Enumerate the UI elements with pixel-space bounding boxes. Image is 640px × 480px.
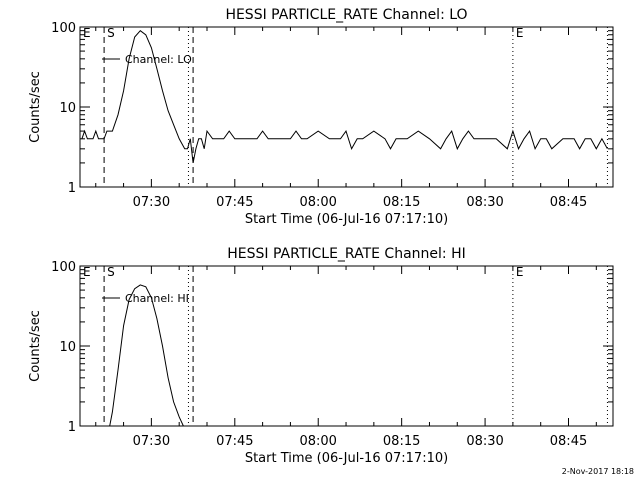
panel-1-x-tick-label-4: 08:30 <box>466 195 503 210</box>
panel-2-marker-label-1: S <box>107 265 115 279</box>
panel-1-y-tick-label-0: 1 <box>68 181 76 196</box>
panel-2-x-tick-label-5: 08:45 <box>550 434 587 449</box>
panel-1-y-tick-label-1: 10 <box>59 101 76 116</box>
panel-1-marker-label-0: E <box>83 26 91 40</box>
panel-2-chart-title: HESSI PARTICLE_RATE Channel: HI <box>227 246 465 262</box>
panel-1-x-tick-label-3: 08:15 <box>383 195 420 210</box>
panel-2-x-tick-label-3: 08:15 <box>383 434 420 449</box>
panel-2-plot-frame <box>79 265 614 427</box>
panel-1-legend-label: Channel: LO <box>125 53 192 66</box>
panel-1-y-tick-label-2: 100 <box>51 21 76 36</box>
panel-2-x-tick-label-2: 08:00 <box>299 434 336 449</box>
panel-2-x-tick-label-4: 08:30 <box>466 434 503 449</box>
panel-1-marker-label-1: S <box>107 26 115 40</box>
panel-2-marker-label-0: E <box>83 265 91 279</box>
panel-2-y-tick-label-0: 1 <box>68 420 76 435</box>
panel-2-x-axis-label: Start Time (06-Jul-16 07:17:10) <box>245 451 448 466</box>
panel-1-x-tick-label-1: 07:45 <box>216 195 253 210</box>
panel-2-y-tick-label-2: 100 <box>51 260 76 275</box>
panel-1-x-axis-label: Start Time (06-Jul-16 07:17:10) <box>245 212 448 227</box>
footer-timestamp: 2-Nov-2017 18:18 <box>562 467 634 476</box>
panel-1-x-tick-label-0: 07:30 <box>133 195 170 210</box>
panel-2-x-tick-label-1: 07:45 <box>216 434 253 449</box>
panel-2-y-axis-label: Counts/sec <box>28 310 43 382</box>
panel-2-x-tick-label-0: 07:30 <box>133 434 170 449</box>
panel-1-plot-frame <box>79 26 614 188</box>
panel-1-marker-label-4: E <box>516 26 524 40</box>
panel-1-chart-title: HESSI PARTICLE_RATE Channel: LO <box>225 7 467 23</box>
panel-2-series-line <box>109 284 184 427</box>
panel-2-legend-label: Channel: HI <box>125 292 189 305</box>
panel-1-y-axis-label: Counts/sec <box>28 71 43 143</box>
panel-2-marker-label-4: E <box>516 265 524 279</box>
panel-1-series-line <box>81 30 608 163</box>
panel-1-x-tick-label-2: 08:00 <box>299 195 336 210</box>
panel-2-y-tick-label-1: 10 <box>59 340 76 355</box>
panel-1-x-tick-label-5: 08:45 <box>550 195 587 210</box>
